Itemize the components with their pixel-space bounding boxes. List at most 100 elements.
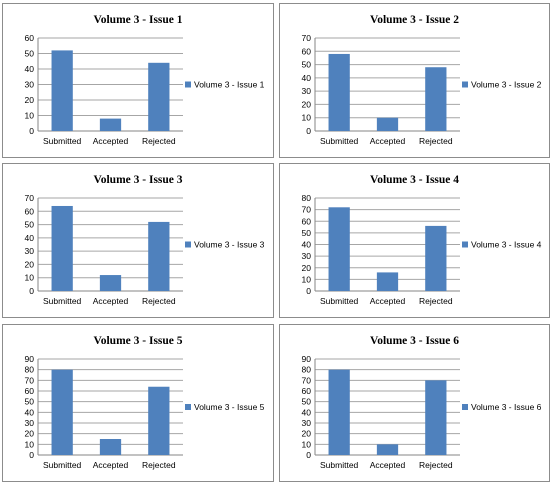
y-tick-label: 70 bbox=[302, 205, 312, 215]
y-tick-label: 50 bbox=[25, 49, 35, 59]
x-tick-label: Accepted bbox=[370, 460, 406, 470]
y-tick-label: 30 bbox=[302, 418, 312, 428]
x-tick-label: Accepted bbox=[370, 296, 406, 306]
y-tick-label: 90 bbox=[302, 354, 312, 364]
x-tick-label: Accepted bbox=[93, 136, 129, 146]
y-tick-label: 80 bbox=[302, 193, 312, 203]
bar-accepted bbox=[99, 118, 122, 131]
y-tick-label: 0 bbox=[29, 286, 34, 296]
x-tick-label: Submitted bbox=[320, 136, 359, 146]
y-tick-label: 50 bbox=[25, 397, 35, 407]
chart-panel-6: Volume 3 - Issue 6 0 10 20 30 40 50 60 70 80 90 Sub… bbox=[279, 324, 550, 482]
y-tick-label: 0 bbox=[306, 126, 311, 136]
x-tick-label: Rejected bbox=[419, 136, 453, 146]
bar-rejected bbox=[425, 67, 447, 131]
legend-swatch bbox=[462, 81, 468, 88]
y-tick-label: 60 bbox=[302, 216, 312, 226]
bar-submitted bbox=[328, 369, 350, 455]
chart-panel-4: Volume 3 - Issue 4 0 10 20 30 40 50 60 70 80 Submi… bbox=[279, 163, 550, 318]
legend-label: Volume 3 - Issue 3 bbox=[194, 240, 265, 250]
y-tick-label: 70 bbox=[302, 375, 312, 385]
chart-title: Volume 3 - Issue 1 bbox=[93, 14, 182, 26]
bar-accepted bbox=[376, 272, 399, 291]
bar-submitted bbox=[51, 205, 73, 291]
x-tick-label: Rejected bbox=[419, 460, 453, 470]
chart-title: Volume 3 - Issue 2 bbox=[370, 14, 459, 26]
chart-title: Volume 3 - Issue 3 bbox=[93, 174, 182, 186]
y-tick-label: 80 bbox=[302, 365, 312, 375]
y-tick-label: 10 bbox=[25, 273, 35, 283]
y-tick-label: 10 bbox=[302, 274, 312, 284]
y-tick-label: 20 bbox=[302, 263, 312, 273]
bar-submitted bbox=[51, 50, 73, 131]
y-tick-label: 70 bbox=[25, 193, 35, 203]
y-tick-label: 0 bbox=[306, 286, 311, 296]
y-tick-label: 20 bbox=[25, 429, 35, 439]
bar-submitted bbox=[51, 369, 73, 455]
legend-swatch bbox=[185, 81, 191, 88]
bar-chart: Volume 3 - Issue 3 0 10 20 30 40 50 60 70 Submitt… bbox=[25, 174, 265, 306]
y-tick-label: 50 bbox=[302, 397, 312, 407]
y-tick-label: 70 bbox=[25, 375, 35, 385]
chart-panel-2: Volume 3 - Issue 2 0 10 20 30 40 50 60 70 Submitt… bbox=[279, 3, 550, 158]
x-tick-label: Rejected bbox=[142, 460, 176, 470]
x-tick-label: Submitted bbox=[43, 460, 82, 470]
legend-label: Volume 3 - Issue 5 bbox=[194, 402, 265, 412]
y-tick-label: 10 bbox=[25, 111, 35, 121]
bar-accepted bbox=[99, 439, 122, 455]
y-tick-label: 50 bbox=[25, 220, 35, 230]
y-tick-label: 40 bbox=[25, 64, 35, 74]
y-tick-label: 50 bbox=[302, 60, 312, 70]
bar-rejected bbox=[148, 386, 170, 455]
y-tick-label: 90 bbox=[25, 354, 35, 364]
chart-panel-3: Volume 3 - Issue 3 0 10 20 30 40 50 60 70 Submitt… bbox=[2, 163, 274, 318]
legend-label: Volume 3 - Issue 6 bbox=[471, 402, 542, 412]
y-tick-label: 20 bbox=[25, 95, 35, 105]
y-tick-label: 70 bbox=[302, 33, 312, 43]
legend-label: Volume 3 - Issue 1 bbox=[194, 80, 265, 90]
y-tick-label: 30 bbox=[25, 418, 35, 428]
y-tick-label: 30 bbox=[25, 80, 35, 90]
x-tick-label: Accepted bbox=[370, 136, 406, 146]
bar-chart: Volume 3 - Issue 2 0 10 20 30 40 50 60 70 Submitt… bbox=[302, 14, 542, 146]
x-tick-label: Submitted bbox=[43, 136, 82, 146]
x-tick-label: Rejected bbox=[142, 136, 176, 146]
y-tick-label: 40 bbox=[302, 240, 312, 250]
legend-label: Volume 3 - Issue 2 bbox=[471, 80, 542, 90]
chart-title: Volume 3 - Issue 5 bbox=[93, 335, 182, 347]
bar-rejected bbox=[148, 221, 170, 291]
y-tick-label: 60 bbox=[25, 33, 35, 43]
y-tick-label: 0 bbox=[29, 450, 34, 460]
legend-swatch bbox=[462, 404, 468, 410]
y-tick-label: 60 bbox=[25, 386, 35, 396]
y-tick-label: 20 bbox=[302, 429, 312, 439]
y-tick-label: 10 bbox=[302, 113, 312, 123]
legend-swatch bbox=[185, 404, 191, 410]
x-tick-label: Accepted bbox=[93, 460, 129, 470]
legend-swatch bbox=[185, 241, 191, 248]
bar-submitted bbox=[328, 207, 350, 291]
y-tick-label: 20 bbox=[25, 259, 35, 269]
bar-submitted bbox=[328, 53, 350, 131]
x-tick-label: Submitted bbox=[320, 460, 359, 470]
legend-label: Volume 3 - Issue 4 bbox=[471, 240, 542, 250]
y-tick-label: 60 bbox=[302, 46, 312, 56]
bar-chart: Volume 3 - Issue 1 0 10 20 30 40 50 60 Submitted… bbox=[25, 14, 265, 146]
bar-rejected bbox=[425, 225, 447, 291]
bar-accepted bbox=[376, 444, 399, 455]
x-tick-label: Submitted bbox=[320, 296, 359, 306]
x-tick-label: Rejected bbox=[142, 296, 176, 306]
bar-accepted bbox=[376, 117, 399, 131]
y-tick-label: 20 bbox=[302, 99, 312, 109]
y-tick-label: 30 bbox=[25, 246, 35, 256]
y-tick-label: 0 bbox=[306, 450, 311, 460]
x-tick-label: Accepted bbox=[93, 296, 129, 306]
bar-rejected bbox=[148, 62, 170, 131]
chart-title: Volume 3 - Issue 6 bbox=[370, 335, 459, 347]
chart-title: Volume 3 - Issue 4 bbox=[370, 174, 459, 186]
bar-accepted bbox=[99, 275, 122, 291]
x-tick-label: Rejected bbox=[419, 296, 453, 306]
